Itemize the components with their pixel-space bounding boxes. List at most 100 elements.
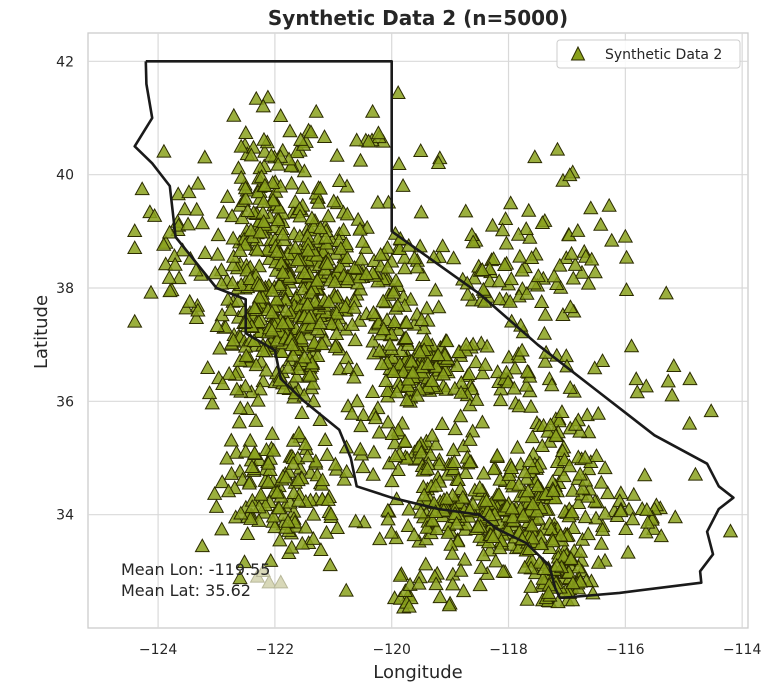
- legend-label: Synthetic Data 2: [605, 47, 722, 63]
- data-point: [545, 482, 561, 497]
- data-point: [420, 355, 436, 370]
- data-point: [337, 299, 354, 314]
- data-point: [127, 240, 143, 255]
- data-point: [372, 246, 389, 261]
- data-point: [302, 367, 318, 382]
- data-point: [488, 553, 504, 568]
- data-point: [353, 418, 369, 433]
- data-point: [344, 405, 360, 420]
- data-point: [565, 520, 582, 534]
- data-point: [534, 215, 551, 230]
- data-point: [170, 186, 186, 201]
- data-point: [233, 505, 249, 520]
- faded-points: [249, 563, 289, 589]
- data-point: [458, 336, 475, 351]
- mean-longitude-annotation: Mean Lon: -119.55: [121, 560, 270, 579]
- data-point: [232, 400, 248, 415]
- data-point: [389, 384, 405, 399]
- data-point: [379, 383, 396, 397]
- data-point: [618, 249, 635, 264]
- x-tick-label: −122: [256, 642, 294, 658]
- data-point: [251, 289, 267, 304]
- data-point: [243, 147, 260, 162]
- data-point: [296, 265, 313, 279]
- data-point: [511, 398, 527, 413]
- data-point: [542, 417, 559, 432]
- data-point: [285, 455, 301, 470]
- data-point: [375, 293, 391, 308]
- data-point: [287, 239, 304, 254]
- data-point: [411, 575, 427, 590]
- data-point: [544, 377, 560, 392]
- chart-title: Synthetic Data 2 (n=5000): [268, 6, 568, 30]
- data-point: [549, 141, 566, 156]
- data-point: [580, 488, 596, 503]
- data-point: [346, 369, 362, 384]
- data-point: [333, 240, 349, 255]
- data-point: [289, 252, 306, 267]
- data-point: [594, 353, 611, 368]
- data-point: [323, 506, 339, 521]
- data-point: [161, 269, 177, 284]
- data-point: [428, 436, 444, 451]
- data-point: [246, 445, 263, 460]
- data-point: [431, 299, 447, 314]
- data-point: [284, 539, 300, 554]
- data-point: [289, 144, 305, 159]
- data-point: [580, 275, 597, 290]
- data-point: [447, 421, 463, 436]
- data-point: [629, 384, 645, 399]
- data-point: [275, 315, 291, 330]
- data-point: [292, 208, 308, 223]
- data-point: [515, 507, 531, 522]
- data-point: [577, 449, 593, 464]
- data-point: [367, 410, 384, 425]
- data-point: [340, 360, 357, 375]
- data-point: [461, 366, 477, 380]
- data-point: [267, 519, 283, 534]
- data-point: [549, 557, 565, 572]
- data-point: [225, 230, 241, 245]
- data-point: [194, 215, 211, 230]
- data-point: [292, 131, 309, 146]
- data-point: [599, 485, 616, 500]
- data-point: [504, 500, 520, 515]
- data-point: [231, 414, 248, 429]
- data-point: [476, 465, 492, 480]
- data-point: [288, 368, 305, 383]
- data-point: [518, 377, 535, 392]
- data-point: [445, 576, 461, 591]
- data-point: [384, 473, 400, 488]
- data-point: [522, 229, 538, 244]
- data-point: [502, 293, 518, 308]
- data-point: [455, 583, 472, 598]
- data-point: [489, 447, 505, 462]
- data-point: [491, 291, 508, 306]
- data-point: [667, 509, 683, 524]
- data-point: [401, 598, 417, 613]
- data-point: [248, 357, 264, 372]
- data-point: [219, 188, 236, 203]
- x-tick-label: −114: [723, 642, 762, 658]
- data-point: [385, 364, 402, 379]
- data-point: [525, 530, 541, 545]
- data-point: [462, 454, 478, 469]
- data-point: [453, 562, 469, 577]
- data-point: [405, 364, 421, 379]
- data-point: [304, 210, 320, 225]
- data-point: [604, 232, 620, 247]
- data-point: [275, 226, 291, 241]
- data-point: [664, 387, 680, 402]
- data-point: [527, 149, 543, 164]
- data-point: [370, 194, 386, 209]
- data-point: [564, 504, 580, 519]
- faded-data-point: [273, 574, 289, 589]
- data-point: [593, 474, 609, 489]
- data-point: [238, 347, 254, 362]
- data-point: [524, 429, 541, 444]
- data-point: [475, 547, 492, 562]
- data-point: [290, 472, 306, 487]
- data-point: [474, 365, 491, 380]
- data-point: [364, 103, 381, 118]
- data-point: [525, 460, 541, 475]
